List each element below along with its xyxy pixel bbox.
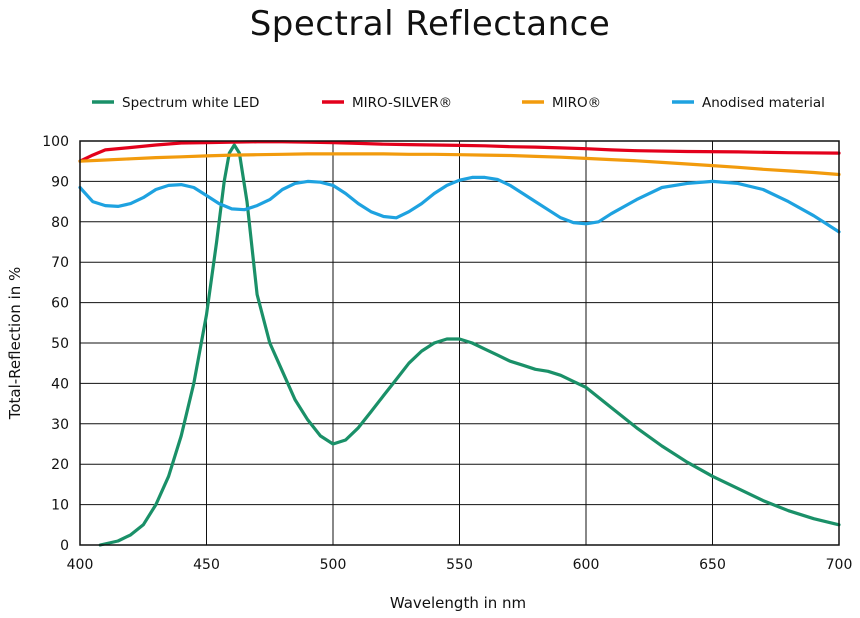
series-line-3 [78, 175, 841, 234]
plot-frame [79, 140, 840, 546]
x-tick-label: 500 [320, 557, 347, 573]
x-tick-label: 600 [573, 557, 600, 573]
y-axis-label: Total-Reflection in % [6, 267, 24, 421]
x-tick-label: 700 [826, 557, 853, 573]
y-tick-label: 30 [51, 417, 69, 433]
series-layer [78, 140, 841, 547]
x-tick-label: 550 [446, 557, 473, 573]
y-tick-label: 10 [51, 498, 69, 514]
legend-label-1: MIRO-SILVER® [352, 95, 452, 111]
y-tick-label: 40 [51, 376, 69, 392]
x-tick-label: 650 [699, 557, 726, 573]
series-line-0 [98, 143, 841, 547]
legend: Spectrum white LED MIRO-SILVER® MIRO® Anodi… [92, 95, 825, 111]
y-tick-label: 90 [51, 174, 69, 190]
series-line-2 [78, 152, 841, 177]
x-tick-label: 450 [193, 557, 220, 573]
grid [79, 140, 840, 546]
legend-label-2: MIRO® [552, 95, 601, 111]
y-tick-labels: 0 10 20 30 40 50 60 70 80 90 100 [42, 134, 69, 554]
y-tick-label: 50 [51, 336, 69, 352]
chart-title: Spectral Reflectance [249, 4, 611, 44]
x-tick-labels: 400 450 500 550 600 650 700 [67, 557, 853, 573]
x-axis-label: Wavelength in nm [390, 594, 526, 612]
series-line-1 [78, 140, 841, 163]
y-tick-label: 60 [51, 296, 69, 312]
y-tick-label: 100 [42, 134, 69, 150]
y-tick-label: 80 [51, 215, 69, 231]
y-tick-label: 20 [51, 457, 69, 473]
y-tick-label: 0 [60, 538, 69, 554]
x-tick-label: 400 [67, 557, 94, 573]
legend-label-0: Spectrum white LED [122, 95, 259, 111]
y-tick-label: 70 [51, 255, 69, 271]
legend-label-3: Anodised material [702, 95, 825, 111]
